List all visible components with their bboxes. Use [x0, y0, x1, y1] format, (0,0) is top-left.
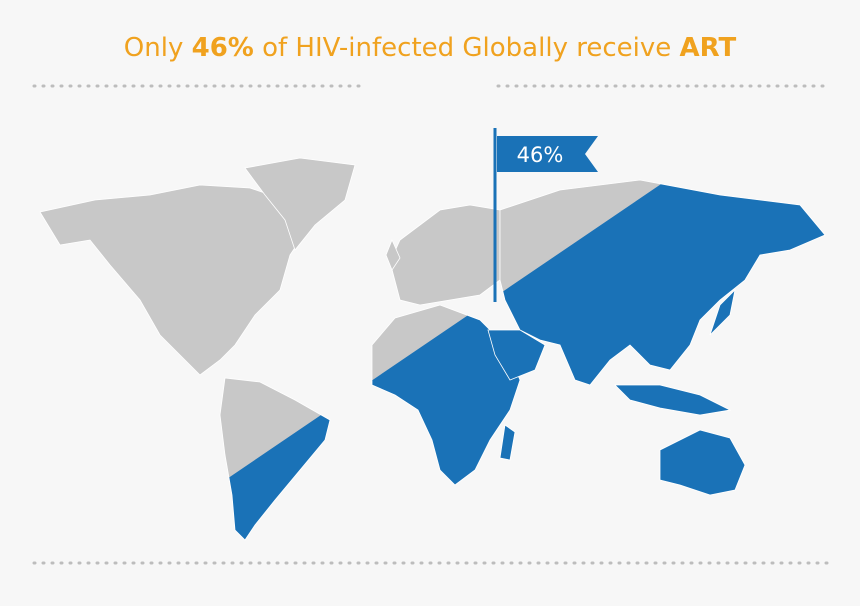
title-highlight: ART	[680, 33, 737, 63]
title-text: Only	[124, 33, 184, 63]
flag-label: 46%	[517, 143, 564, 167]
title-text: of HIV-infected Globally receive	[262, 33, 671, 63]
title: Only 46% of HIV-infected Globally receiv…	[124, 33, 737, 63]
flag	[497, 136, 598, 172]
title-highlight: 46%	[192, 33, 254, 63]
